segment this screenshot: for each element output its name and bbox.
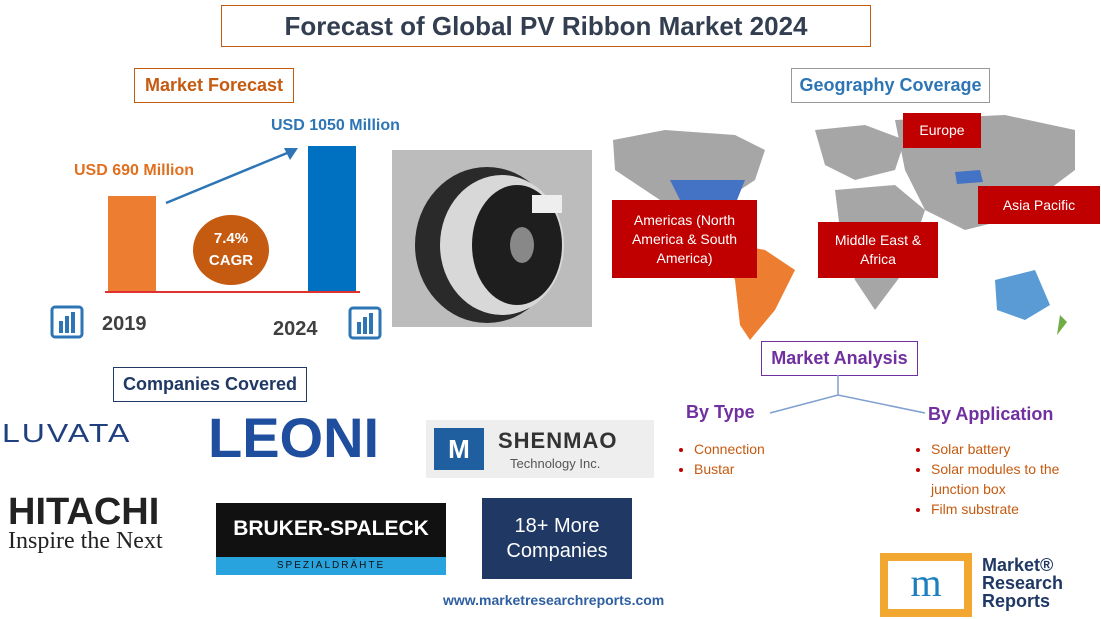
logo-text: SHENMAO (498, 428, 618, 453)
cagr-badge: 7.4% CAGR (193, 215, 269, 285)
region-label: Americas (North America & South America) (612, 200, 757, 278)
value-label: USD 1050 Million (271, 117, 400, 134)
logo-hitachi: HITACHI (8, 491, 160, 533)
logo-subtext: Inspire the Next (8, 528, 163, 554)
type-item: Connection (694, 439, 765, 459)
year: 2024 (273, 318, 318, 340)
analysis-heading: Market Analysis (761, 341, 918, 376)
application-text: Film substrate (931, 501, 1019, 517)
companies-heading: Companies Covered (113, 367, 307, 402)
application-text: Solar battery (931, 441, 1011, 457)
logo-luvata: LUVATA (2, 418, 132, 448)
baseline (105, 291, 360, 293)
brand-line: Market® (982, 555, 1054, 575)
forecast-heading: Market Forecast (134, 68, 294, 103)
product-image (392, 150, 592, 327)
type-text: Connection (694, 441, 765, 457)
brand-mark: m (888, 561, 964, 609)
region-label: Asia Pacific (978, 186, 1100, 224)
bar (108, 195, 156, 291)
application-item: Solar modules to the junction box (931, 459, 1101, 499)
cagr-value: 7.4% (213, 230, 249, 247)
chart-icon (50, 305, 84, 339)
cagr-label: CAGR (208, 252, 254, 269)
type-list: Connection Bustar (672, 439, 765, 479)
region-label: Middle East & Africa (818, 222, 938, 278)
type-item: Bustar (694, 459, 765, 479)
application-text: Solar modules to the junction box (931, 461, 1060, 497)
type-text: Bustar (694, 461, 735, 477)
application-heading: By Application (928, 404, 1054, 424)
logo-subtext: Technology Inc. (510, 456, 601, 471)
brand-logo: m (880, 553, 972, 617)
application-item: Solar battery (931, 439, 1101, 459)
connector (769, 375, 926, 414)
logo-subtext: SPEZIALDRÄHTE (216, 557, 446, 575)
region-label: Europe (903, 113, 981, 148)
title: Forecast of Global PV Ribbon Market 2024 (221, 5, 871, 47)
application-list: Solar battery Solar modules to the junct… (909, 439, 1101, 519)
bar (308, 146, 356, 291)
logo-leoni: LEONI (208, 406, 380, 469)
logo-mark: M (434, 428, 484, 470)
website: www.marketresearchreports.com (443, 592, 665, 608)
more-companies: 18+ More Companies (482, 498, 632, 579)
brand-line: Research (982, 573, 1064, 593)
brand-line: Reports (982, 591, 1051, 611)
chart-icon (348, 306, 382, 340)
year: 2019 (102, 313, 147, 335)
logo-text: BRUKER-SPALECK (233, 517, 429, 540)
value-label: USD 690 Million (74, 162, 195, 179)
logo-bruker: BRUKER-SPALECK SPEZIALDRÄHTE (216, 503, 446, 575)
geography-heading: Geography Coverage (791, 68, 990, 103)
brand-name: Market® Research Reports (982, 556, 1063, 610)
growth-arrow (165, 148, 298, 205)
application-item: Film substrate (931, 499, 1101, 519)
logo-shenmao: M SHENMAO Technology Inc. (426, 420, 654, 478)
type-heading: By Type (686, 402, 755, 422)
